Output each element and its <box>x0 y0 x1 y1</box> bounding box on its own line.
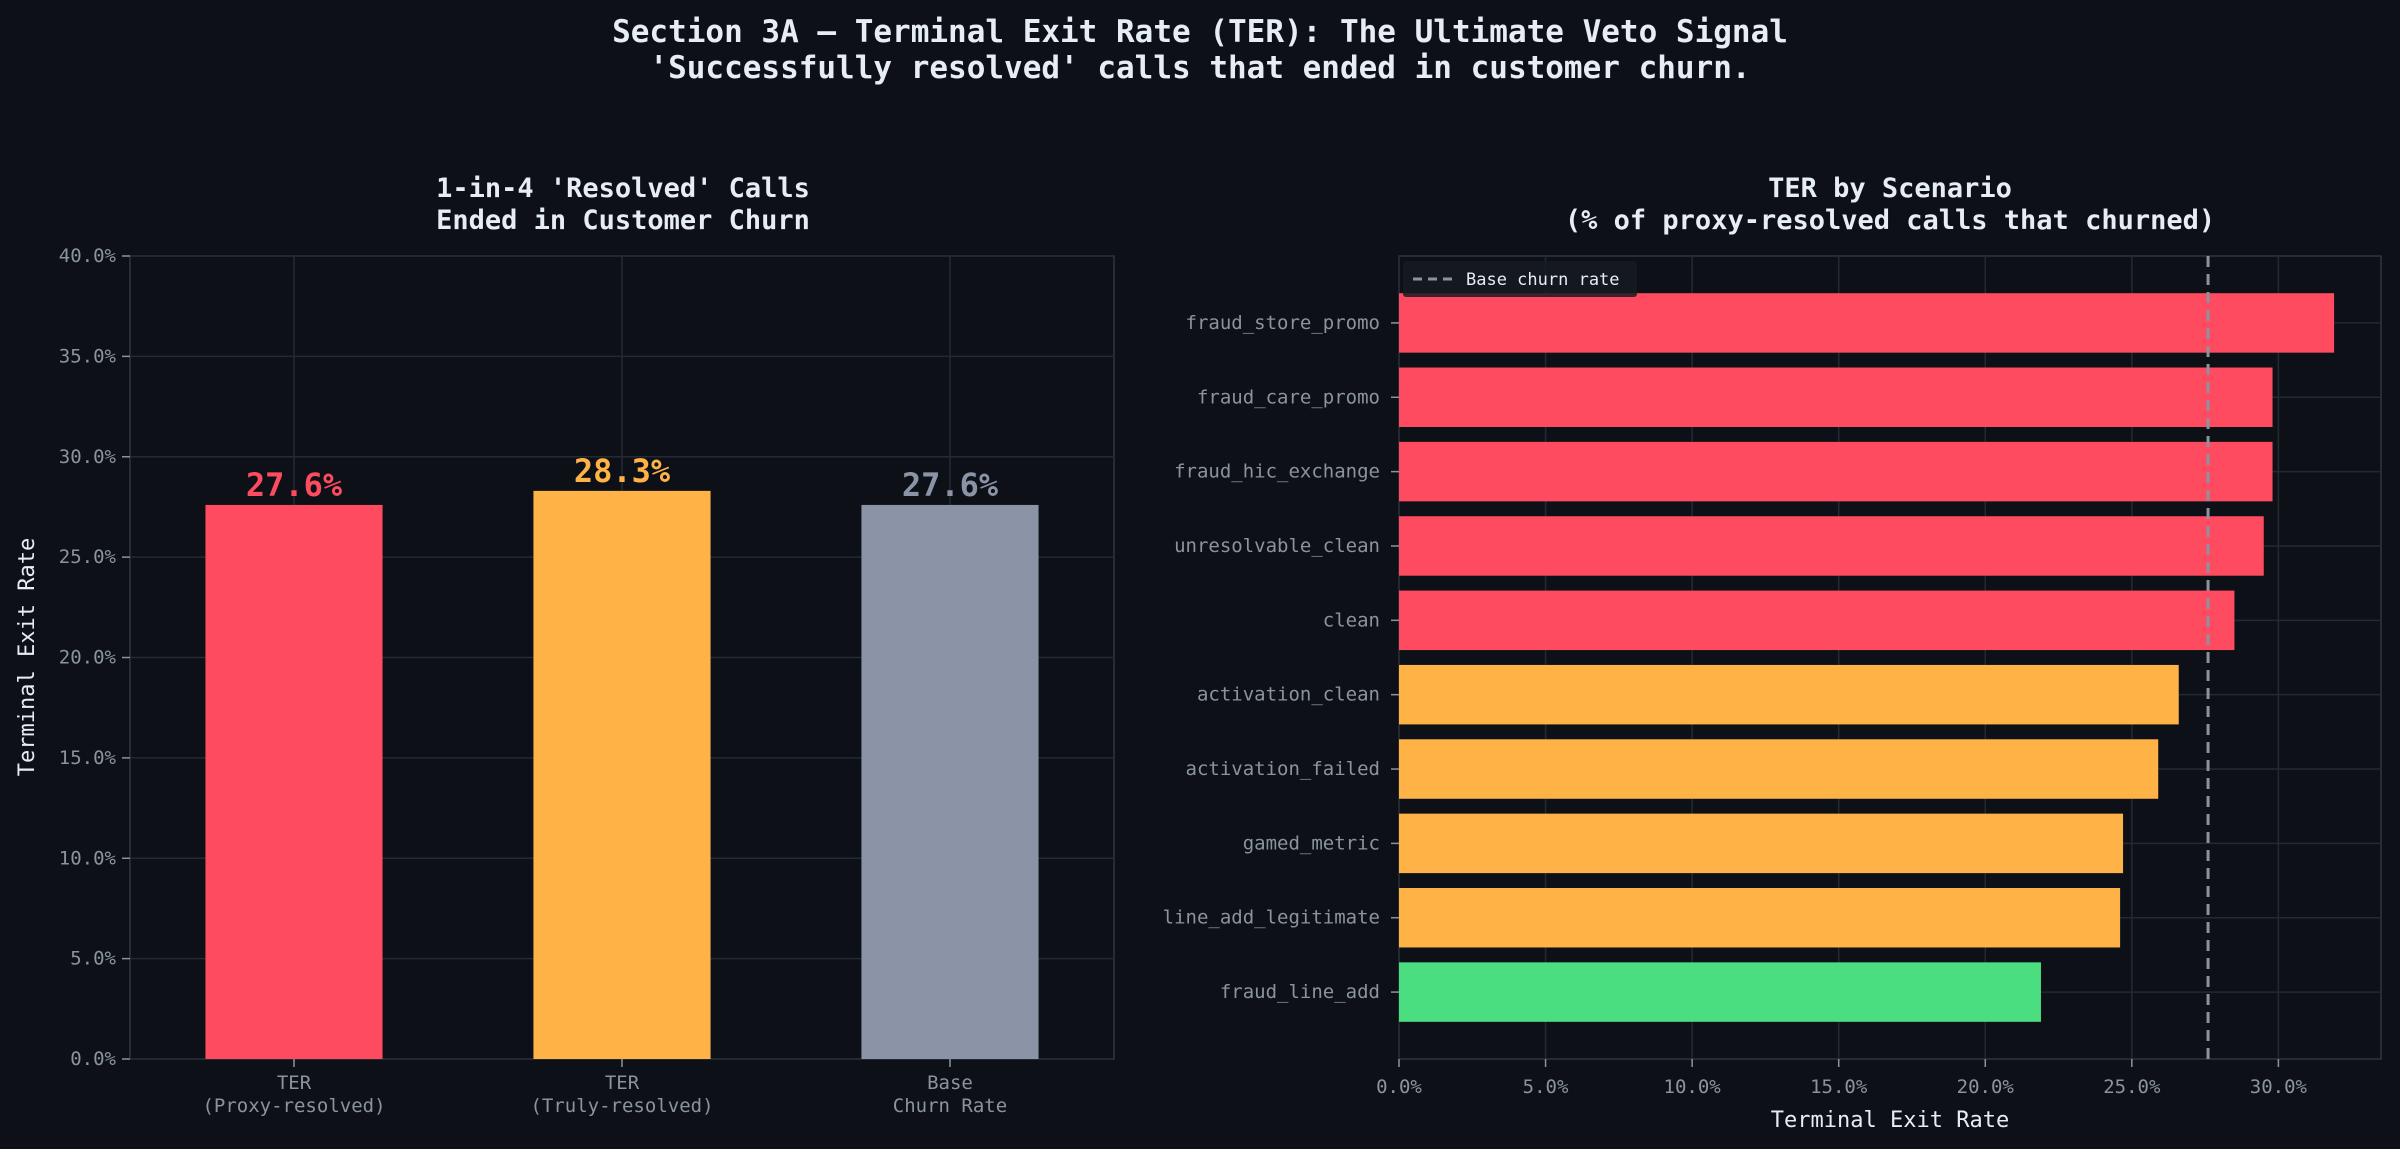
left-y-tick-label: 15.0% <box>59 747 117 769</box>
right-bar <box>1399 739 2159 799</box>
right-bar <box>1399 367 2273 428</box>
left-x-tick-label: TER <box>277 1072 312 1094</box>
figure-subtitle: 'Successfully resolved' calls that ended… <box>649 50 1750 86</box>
right-x-tick-label: 0.0% <box>1376 1076 1422 1098</box>
left-x-tick-label: (Proxy-resolved) <box>202 1095 385 1117</box>
left-y-tick-label: 10.0% <box>59 847 117 869</box>
right-y-tick-label: fraud_care_promo <box>1197 386 1380 408</box>
left-x-tick-label: TER <box>605 1072 640 1094</box>
right-x-tick-label: 5.0% <box>1523 1076 1569 1098</box>
right-y-tick-label: gamed_metric <box>1243 832 1380 854</box>
left-y-tick-label: 0.0% <box>70 1048 116 1070</box>
right-y-tick-label: activation_clean <box>1197 684 1380 706</box>
right-bar-chart: TER by Scenario (% of proxy-resolved cal… <box>1163 173 2382 1133</box>
right-y-tick-label: activation_failed <box>1186 758 1380 780</box>
left-y-axis-label: Terminal Exit Rate <box>15 538 40 776</box>
right-bar <box>1399 664 2179 725</box>
right-bar <box>1399 590 2235 651</box>
right-x-tick-label: 10.0% <box>1664 1076 1722 1098</box>
right-bar <box>1399 293 2335 353</box>
right-y-tick-label: fraud_hic_exchange <box>1174 461 1380 483</box>
left-x-tick-label: Churn Rate <box>893 1095 1007 1117</box>
left-bar-chart: 1-in-4 'Resolved' Calls Ended in Custome… <box>15 173 1115 1117</box>
left-y-tick-label: 40.0% <box>59 245 117 267</box>
right-x-tick-label: 25.0% <box>2103 1076 2161 1098</box>
right-y-tick-label: fraud_store_promo <box>1186 312 1380 334</box>
right-x-tick-label: 30.0% <box>2250 1076 2308 1098</box>
left-bar-value-label: 27.6% <box>246 466 343 504</box>
right-bar <box>1399 441 2273 502</box>
left-y-tick-label: 30.0% <box>59 446 117 468</box>
figure-title: Section 3A — Terminal Exit Rate (TER): T… <box>612 14 1788 50</box>
right-bar <box>1399 516 2264 576</box>
left-x-tick-label: (Truly-resolved) <box>530 1095 713 1117</box>
right-x-axis-label: Terminal Exit Rate <box>1771 1108 2009 1133</box>
right-bar <box>1399 813 2124 874</box>
right-y-tick-label: line_add_legitimate <box>1163 907 1380 929</box>
left-y-tick-label: 20.0% <box>59 647 117 669</box>
right-x-tick-label: 15.0% <box>1810 1076 1868 1098</box>
right-y-tick-label: fraud_line_add <box>1220 981 1380 1003</box>
left-bar-value-label: 27.6% <box>902 466 999 504</box>
left-y-tick-label: 35.0% <box>59 345 117 367</box>
legend: Base churn rate <box>1403 261 1637 297</box>
right-y-tick-label: unresolvable_clean <box>1174 535 1380 557</box>
left-x-tick-label: Base <box>927 1072 973 1094</box>
legend-box <box>1403 261 1637 297</box>
right-y-tick-label: clean <box>1323 609 1380 631</box>
right-x-tick-label: 20.0% <box>1957 1076 2015 1098</box>
right-bar <box>1399 887 2121 948</box>
left-chart-subtitle: Ended in Customer Churn <box>436 205 810 236</box>
left-y-tick-label: 25.0% <box>59 546 117 568</box>
right-bar <box>1399 962 2041 1022</box>
left-chart-title: 1-in-4 'Resolved' Calls <box>436 173 810 204</box>
left-bar <box>205 504 383 1059</box>
left-bar <box>533 490 711 1059</box>
left-bar-value-label: 28.3% <box>574 452 671 490</box>
left-bar <box>861 504 1039 1059</box>
right-chart-title: TER by Scenario <box>1768 173 2012 204</box>
legend-label: Base churn rate <box>1466 270 1620 290</box>
right-chart-subtitle: (% of proxy-resolved calls that churned) <box>1565 205 2215 236</box>
left-y-tick-label: 5.0% <box>70 948 116 970</box>
